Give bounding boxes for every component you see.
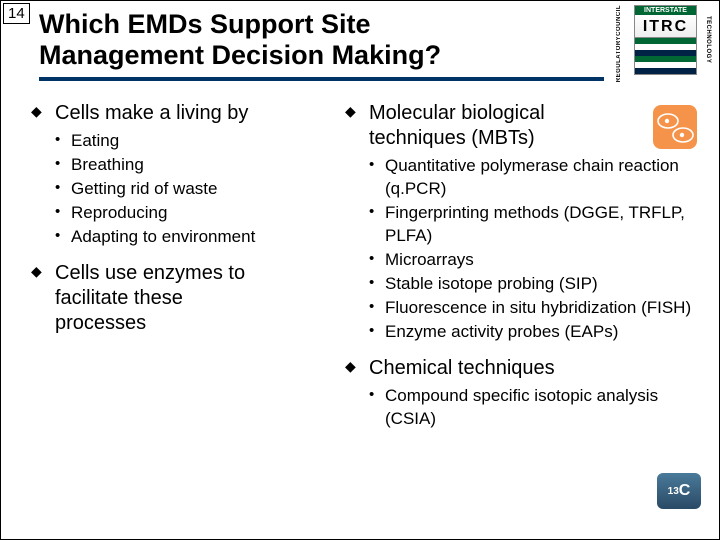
left-heading-1: Cells make a living by <box>29 101 339 126</box>
logo-center: INTERSTATE ITRC <box>634 5 697 75</box>
left-column: Cells make a living by Eating Breathing … <box>29 101 339 442</box>
list-item: Quantitative polymerase chain reaction (… <box>343 155 711 201</box>
header: Which EMDs Support Site Management Decis… <box>1 1 719 87</box>
list-item: Breathing <box>29 154 339 177</box>
itrc-logo: COUNCIL REGULATORY INTERSTATE ITRC TECHN… <box>616 5 711 75</box>
list-item: Enzyme activity probes (EAPs) <box>343 321 711 344</box>
list-item: Microarrays <box>343 249 711 272</box>
list-item: Compound specific isotopic analysis (CSI… <box>343 385 711 431</box>
heading-line: Cells use enzymes to <box>55 262 245 284</box>
left-sublist-1: Eating Breathing Getting rid of waste Re… <box>29 130 339 249</box>
right-heading-2: Chemical techniques <box>343 356 711 381</box>
logo-acronym: ITRC <box>635 15 696 38</box>
list-item: Stable isotope probing (SIP) <box>343 273 711 296</box>
left-heading-2: Cells use enzymes to facilitate these pr… <box>29 261 339 336</box>
c13-superscript: 13 <box>668 486 679 497</box>
heading-line: Molecular biological <box>369 102 545 124</box>
list-item: Fingerprinting methods (DGGE, TRFLP, PLF… <box>343 202 711 248</box>
c13-icon: 13C <box>657 473 701 509</box>
list-item: Eating <box>29 130 339 153</box>
right-column: Molecular biological techniques (MBTs) Q… <box>339 101 711 442</box>
page-title: Which EMDs Support Site Management Decis… <box>39 9 609 71</box>
logo-council: COUNCIL <box>616 5 634 36</box>
title-line-1: Which EMDs Support Site <box>39 9 371 39</box>
logo-stripes <box>635 38 696 74</box>
heading-line: facilitate these <box>55 287 183 309</box>
logo-interstate: INTERSTATE <box>635 6 696 15</box>
logo-regulatory: REGULATORY <box>616 36 634 82</box>
c13-letter: C <box>679 482 691 500</box>
title-line-2: Management Decision Making? <box>39 40 441 70</box>
right-sublist-2: Compound specific isotopic analysis (CSI… <box>343 385 711 431</box>
right-sublist-1: Quantitative polymerase chain reaction (… <box>343 155 711 344</box>
page-number: 14 <box>3 3 30 24</box>
list-item: Getting rid of waste <box>29 178 339 201</box>
list-item: Fluorescence in situ hybridization (FISH… <box>343 297 711 320</box>
title-rule <box>39 77 604 81</box>
right-heading-1: Molecular biological techniques (MBTs) <box>343 101 711 151</box>
content-area: Cells make a living by Eating Breathing … <box>1 87 719 442</box>
logo-technology: TECHNOLOGY <box>697 5 711 75</box>
list-item: Adapting to environment <box>29 226 339 249</box>
list-item: Reproducing <box>29 202 339 225</box>
logo-left-text: COUNCIL REGULATORY <box>616 5 634 75</box>
heading-line: processes <box>55 312 146 334</box>
heading-line: techniques (MBTs) <box>369 127 535 149</box>
